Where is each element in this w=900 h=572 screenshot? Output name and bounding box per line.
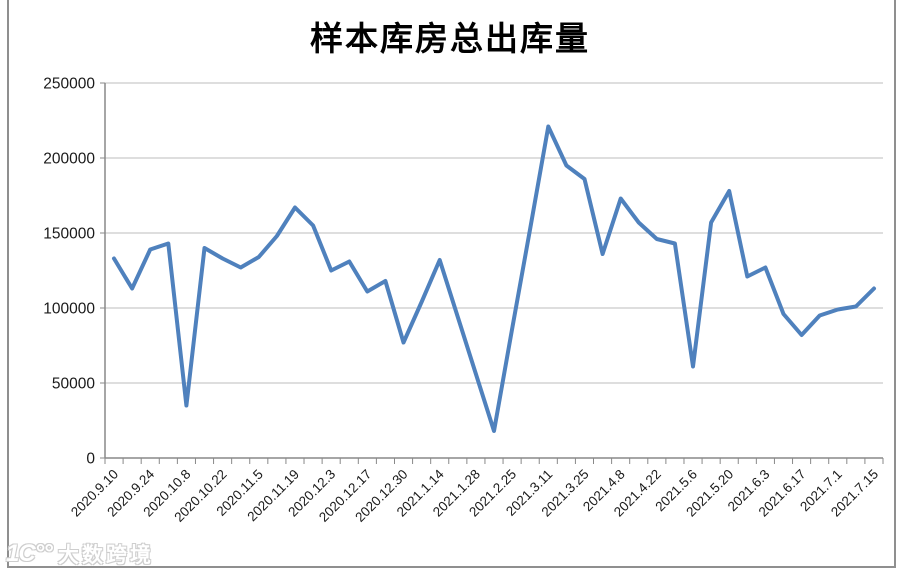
- chart-title: 样本库房总出库量: [310, 19, 590, 58]
- watermark-logo-icon: 1C°°: [6, 540, 53, 567]
- y-axis-tick-label: 200000: [43, 151, 95, 168]
- y-axis-tick-label: 150000: [43, 226, 95, 243]
- y-axis-tick-label: 250000: [43, 76, 95, 93]
- y-axis-tick-label: 50000: [52, 376, 95, 393]
- watermark: 1C°° 大数跨境: [6, 540, 154, 568]
- watermark-text: 大数跨境: [57, 544, 154, 567]
- y-axis-tick-label: 100000: [43, 301, 95, 318]
- data-line: [112, 124, 876, 433]
- y-axis-tick-label: 0: [86, 451, 95, 468]
